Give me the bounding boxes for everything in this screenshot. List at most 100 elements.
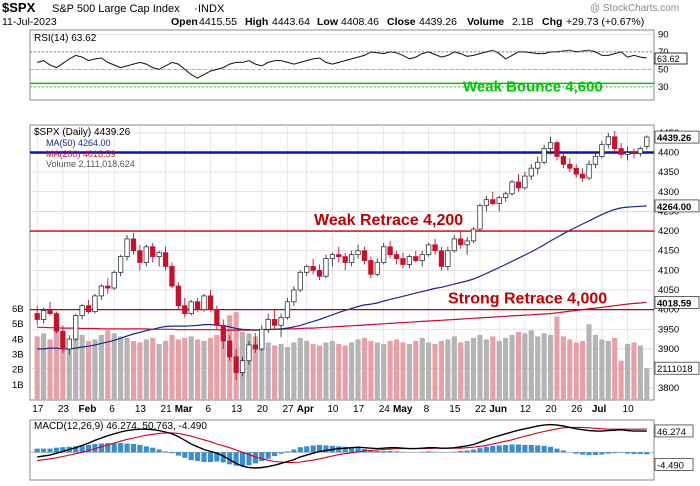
macd-histogram-bar <box>85 444 92 453</box>
last-price-label-box <box>654 130 700 144</box>
ma50-legend: MA(50) 4264.00 <box>46 138 111 148</box>
volume-bar <box>445 339 451 400</box>
price-tick-label: 4300 <box>658 187 679 198</box>
candle-body <box>175 285 182 307</box>
macd-line <box>37 423 647 469</box>
x-tick-label: Feb <box>79 404 97 415</box>
volume-bar <box>150 337 156 400</box>
candle-body <box>265 319 271 330</box>
volume-bar <box>349 342 355 400</box>
x-tick-label: 15 <box>449 404 461 415</box>
rsi-overbought-fill <box>585 50 593 52</box>
macd-histogram-bar <box>246 452 252 466</box>
volume-bar <box>182 337 188 400</box>
volume-bar <box>297 337 303 400</box>
volume-bar <box>355 339 361 400</box>
volume-bar <box>316 345 323 400</box>
volume-bar <box>207 337 214 400</box>
candle-body <box>528 167 534 177</box>
candle-body <box>368 260 374 275</box>
candle-body <box>188 301 194 314</box>
candle-body <box>291 289 297 303</box>
volume-bar <box>413 340 419 400</box>
price-tick-label: 4050 <box>658 285 679 296</box>
candle-body <box>323 258 329 277</box>
x-tick-label: 10 <box>623 404 635 415</box>
candle-body <box>554 142 560 157</box>
candle-body <box>438 250 445 267</box>
macd-histogram-bar <box>528 444 534 453</box>
candle-body <box>612 136 618 149</box>
volume-value: 2.1B <box>512 16 534 28</box>
candle-body <box>66 338 72 350</box>
macd-histogram-bar <box>368 450 374 453</box>
volume-bar <box>426 342 432 400</box>
candle-body <box>124 238 130 258</box>
rsi-tick-label: 30 <box>658 82 669 93</box>
volume-bar <box>586 324 592 400</box>
volume-bar <box>618 360 624 400</box>
macd-histogram-bar <box>272 452 278 456</box>
volume-bar <box>98 334 104 400</box>
candle-body <box>387 246 393 256</box>
volume-label: Volume <box>467 16 504 28</box>
candle-body <box>92 295 98 313</box>
macd-histogram-bar <box>124 443 130 453</box>
candle-body <box>400 258 406 265</box>
ma200-legend: MA(200) 4018.59 <box>46 149 116 159</box>
macd-histogram-bar <box>265 452 271 459</box>
candle-body <box>304 266 310 273</box>
volume-bar <box>547 334 554 400</box>
exchange: INDX <box>198 3 225 15</box>
candle-body <box>316 269 323 277</box>
volume-bar <box>130 340 137 400</box>
candle-body <box>445 250 451 267</box>
macd-histogram-bar <box>637 452 643 455</box>
volume-bar <box>291 342 297 400</box>
volume-bar <box>143 339 149 400</box>
volume-bar <box>118 336 124 400</box>
price-tick-label: 4150 <box>658 246 679 257</box>
x-tick-label: Jun <box>489 404 507 415</box>
candle-body <box>637 148 644 154</box>
price-tick-label: 4000 <box>658 305 679 316</box>
volume-bar <box>220 331 226 400</box>
volume-bar <box>624 343 631 400</box>
volume-bar <box>419 337 425 400</box>
macd-histogram-bar <box>381 450 387 453</box>
macd-histogram-bar <box>464 450 470 453</box>
macd-histogram-bar <box>573 452 579 454</box>
x-tick-label: 24 <box>379 404 391 415</box>
macd-histogram-bar <box>53 447 60 453</box>
macd-histogram-bar <box>175 452 181 456</box>
macd-histogram-bar <box>323 445 329 453</box>
candle-body <box>573 167 579 175</box>
macd-histogram-bar <box>374 450 380 453</box>
candle-body <box>624 152 631 155</box>
macd-histogram-bar <box>483 446 489 453</box>
close-value: 4439.26 <box>419 16 457 28</box>
volume-bar <box>496 340 502 400</box>
candle-body <box>329 254 336 259</box>
ma200-value-label: 4018.59 <box>657 298 691 309</box>
volume-bar <box>503 337 509 400</box>
macd-histogram-bar <box>470 449 477 453</box>
x-tick-label: 17 <box>353 404 365 415</box>
volume-bar <box>329 340 335 400</box>
macd-histogram-bar <box>227 452 233 465</box>
strong-retrace-label: Strong Retrace 4,000 <box>448 291 607 308</box>
volume-bar <box>438 340 445 400</box>
candle-body <box>502 193 509 199</box>
macd-histogram-bar <box>515 444 522 453</box>
candle-body <box>355 250 361 256</box>
x-tick-label: 27 <box>282 404 294 415</box>
macd-histogram-bar <box>47 448 53 453</box>
volume-bar <box>53 331 60 400</box>
volume-bar <box>458 342 464 400</box>
volume-bar <box>535 336 541 400</box>
candle-body <box>201 295 207 311</box>
macd-histogram-bar <box>201 452 207 462</box>
volume-bar <box>644 368 650 400</box>
x-tick-label: 6 <box>109 404 115 415</box>
x-tick-label: 20 <box>546 404 558 415</box>
